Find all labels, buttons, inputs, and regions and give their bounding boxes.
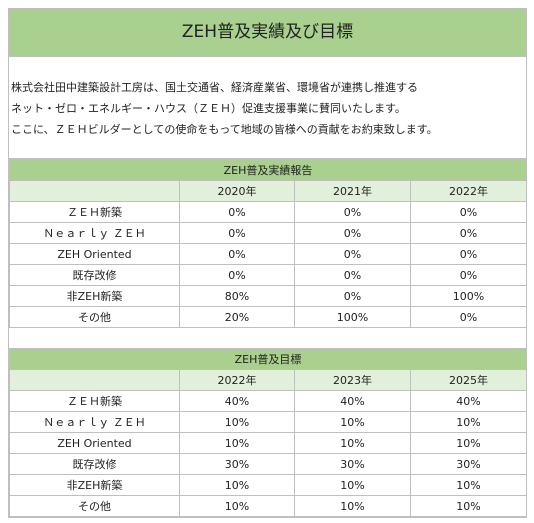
corner — [9, 369, 180, 391]
column-label: 2023年 — [294, 369, 411, 391]
intro-line: 株式会社田中建築設計工房は、国土交通省、経済産業省、環境省が連携し推進する — [11, 81, 418, 94]
column-label: 2022年 — [409, 180, 528, 202]
section-header: ZEH普及実績報告 — [8, 159, 528, 181]
cell: 10% — [179, 474, 295, 496]
cell: 10% — [409, 411, 528, 433]
cell: 10% — [179, 432, 295, 454]
cell: 30% — [179, 453, 295, 475]
cell: 100% — [409, 285, 528, 307]
row-label: Ｎｅａｒｌｙ ＺＥＨ — [9, 411, 180, 433]
cell: 10% — [409, 495, 528, 517]
intro: 株式会社田中建築設計工房は、国土交通省、経済産業省、環境省が連携し推進する ネット… — [9, 57, 526, 159]
section-title: ZEH普及目標 — [8, 348, 528, 370]
cell: 10% — [294, 474, 411, 496]
row: Ｎｅａｒｌｙ ＺＥＨ 10% 10% 10% — [9, 411, 528, 433]
row: 非ZEH新築 10% 10% 10% — [9, 474, 528, 496]
row-label: その他 — [9, 306, 180, 328]
row: Ｎｅａｒｌｙ ＺＥＨ 0% 0% 0% — [9, 222, 528, 244]
row-label: 非ZEH新築 — [9, 474, 180, 496]
cell: 10% — [409, 474, 528, 496]
cell: 10% — [179, 411, 295, 433]
row: ZEH Oriented 10% 10% 10% — [9, 432, 528, 454]
cell: 0% — [179, 264, 295, 286]
row-label: ZEH Oriented — [9, 432, 180, 454]
cell: 10% — [294, 411, 411, 433]
row-label: 既存改修 — [9, 453, 180, 475]
title: ZEH普及実績及び目標 — [9, 9, 526, 57]
cell: 0% — [294, 243, 411, 265]
cell: 0% — [294, 264, 411, 286]
cell: 0% — [409, 243, 528, 265]
cell: 0% — [179, 243, 295, 265]
intro-line: ここに、ＺＥＨビルダーとしての使命をもって地域の皆様への貢献をお約束致します。 — [11, 123, 438, 136]
page: ZEH普及実績及び目標 株式会社田中建築設計工房は、国土交通省、経済産業省、環境… — [8, 8, 528, 518]
cell: 10% — [294, 495, 411, 517]
row: ZEH Oriented 0% 0% 0% — [9, 243, 528, 265]
row: 非ZEH新築 80% 0% 100% — [9, 285, 528, 307]
cell: 0% — [409, 264, 528, 286]
cell: 0% — [409, 306, 528, 328]
column-label: 2021年 — [294, 180, 411, 202]
table: ZEH普及実績報告 2020年 2021年 2022年 ＺＥＨ新築 0% 0% 0% Ｎｅａｒｌ… — [8, 159, 528, 517]
column-header: 2020年 2021年 2022年 — [9, 180, 528, 202]
row-label: 既存改修 — [9, 264, 180, 286]
cell: 10% — [409, 432, 528, 454]
cell: 10% — [179, 495, 295, 517]
column-header: 2022年 2023年 2025年 — [9, 369, 528, 391]
cell: 80% — [179, 285, 295, 307]
cell: 0% — [294, 285, 411, 307]
row: ＺＥＨ新築 40% 40% 40% — [9, 390, 528, 412]
cell: 0% — [409, 222, 528, 244]
row-label: ＺＥＨ新築 — [9, 390, 180, 412]
row: ＺＥＨ新築 0% 0% 0% — [9, 201, 528, 223]
row-label: ZEH Oriented — [9, 243, 180, 265]
section-title: ZEH普及実績報告 — [8, 159, 528, 181]
cell: 20% — [179, 306, 295, 328]
corner — [9, 180, 180, 202]
cell: 40% — [179, 390, 295, 412]
cell: 0% — [294, 222, 411, 244]
cell: 0% — [409, 201, 528, 223]
cell: 10% — [294, 432, 411, 454]
column-label: 2022年 — [179, 369, 295, 391]
cell: 40% — [294, 390, 411, 412]
cell: 30% — [294, 453, 411, 475]
row: 既存改修 30% 30% 30% — [9, 453, 528, 475]
row-label: Ｎｅａｒｌｙ ＺＥＨ — [9, 222, 180, 244]
cell: 0% — [179, 201, 295, 223]
cell: 30% — [409, 453, 528, 475]
section-header: ZEH普及目標 — [8, 348, 528, 370]
cell: 0% — [294, 201, 411, 223]
cell: 40% — [409, 390, 528, 412]
spacer — [9, 327, 527, 349]
row-label: ＺＥＨ新築 — [9, 201, 180, 223]
column-label: 2025年 — [409, 369, 528, 391]
cell: 0% — [179, 222, 295, 244]
row-label: 非ZEH新築 — [9, 285, 180, 307]
intro-line: ネット・ゼロ・エネルギー・ハウス（ＺＥＨ）促進支援事業に賛同いたします。 — [11, 102, 406, 115]
row: その他 10% 10% 10% — [9, 495, 528, 517]
spacer-row — [9, 327, 527, 349]
column-label: 2020年 — [179, 180, 295, 202]
row: 既存改修 0% 0% 0% — [9, 264, 528, 286]
cell: 100% — [294, 306, 411, 328]
row: その他 20% 100% 0% — [9, 306, 528, 328]
row-label: その他 — [9, 495, 180, 517]
